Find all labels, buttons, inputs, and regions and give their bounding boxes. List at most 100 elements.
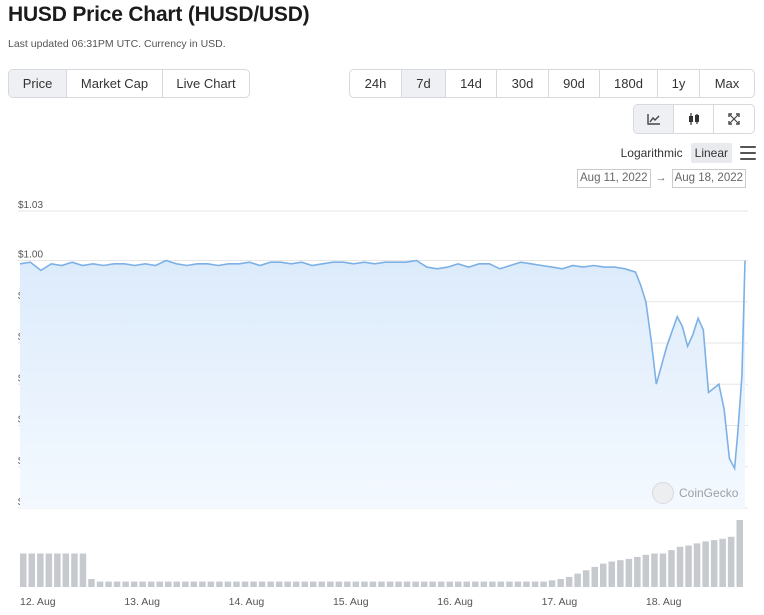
scale-toggle: Logarithmic Linear: [600, 142, 756, 164]
tab-live-chart[interactable]: Live Chart: [176, 76, 236, 91]
volume-bar: [634, 556, 641, 588]
volume-bar: [489, 581, 496, 587]
x-tick-label: 17. Aug: [542, 596, 578, 608]
x-tick-label: 14. Aug: [229, 596, 265, 608]
volume-bar: [310, 581, 317, 587]
volume-bar: [531, 581, 539, 587]
volume-bar: [727, 536, 735, 588]
volume-bar: [96, 581, 104, 587]
volume-bar: [403, 581, 411, 587]
volume-bar: [412, 581, 419, 587]
time-range-tabs: 24h 7d 14d 30d 90d 180d 1y Max: [349, 69, 755, 98]
volume-bar: [62, 553, 70, 587]
volume-bar: [702, 541, 709, 587]
volume-bar: [318, 581, 325, 587]
volume-bar: [352, 581, 360, 587]
volume-bar: [139, 581, 146, 587]
volume-bar: [506, 581, 513, 587]
volume-bar: [429, 581, 436, 587]
range-14d[interactable]: 14d: [446, 70, 497, 97]
candlestick-icon: [688, 113, 699, 125]
line-chart-icon: [646, 114, 660, 125]
y-tick-label: $1.00: [18, 250, 43, 261]
volume-bar: [395, 581, 402, 587]
volume-bar: [437, 581, 445, 587]
volume-bar: [207, 581, 215, 587]
volume-bar: [344, 581, 351, 587]
range-180d[interactable]: 180d: [600, 70, 658, 97]
tab-market-cap[interactable]: Market Cap: [67, 70, 163, 97]
volume-bar: [241, 581, 249, 587]
volume-bar: [642, 554, 650, 587]
volume-bar: [224, 581, 232, 587]
date-to-input[interactable]: Aug 18, 2022: [671, 168, 746, 188]
range-30d[interactable]: 30d: [497, 70, 549, 97]
volume-bar: [327, 581, 334, 587]
volume-bars: [20, 520, 743, 588]
volume-bar: [582, 570, 590, 588]
volume-bar: [369, 581, 377, 587]
range-24h[interactable]: 24h: [350, 70, 402, 97]
date-from-input[interactable]: Aug 11, 2022: [577, 168, 651, 188]
range-1y[interactable]: 1y: [658, 70, 700, 97]
x-axis-labels: 12. Aug 13. Aug 14. Aug 15. Aug 16. Aug 17. A…: [20, 596, 682, 608]
volume-bar: [386, 581, 394, 587]
range-7d[interactable]: 7d: [402, 70, 446, 97]
volume-bar: [625, 558, 633, 587]
volume-bar: [71, 553, 78, 587]
volume-bar: [565, 576, 573, 587]
volume-bar: [20, 553, 27, 587]
page-title: HUSD Price Chart (HUSD/USD): [8, 3, 310, 26]
volume-bar: [45, 553, 53, 587]
volume-bar: [216, 581, 223, 587]
volume-bar: [668, 550, 675, 587]
candlestick-button[interactable]: [674, 105, 714, 133]
fullscreen-button[interactable]: [714, 105, 754, 133]
tab-price[interactable]: Price: [9, 70, 67, 97]
volume-bar: [378, 581, 385, 587]
volume-bar: [335, 581, 343, 587]
volume-bar: [463, 581, 470, 587]
volume-bar: [591, 566, 598, 587]
coingecko-watermark: CoinGecko: [652, 482, 738, 504]
volume-bar: [79, 553, 87, 587]
volume-bar: [113, 581, 121, 587]
volume-bar: [676, 546, 684, 587]
coingecko-logo-icon: [652, 482, 674, 504]
scale-linear[interactable]: Linear: [690, 143, 732, 163]
volume-bar: [736, 520, 743, 587]
volume-bar: [165, 581, 172, 587]
volume-bar: [710, 540, 718, 587]
date-range: Aug 11, 2022 → Aug 18, 2022: [560, 168, 746, 188]
volume-bar: [514, 581, 522, 587]
price-area: [20, 260, 745, 508]
volume-bar: [651, 553, 658, 587]
volume-bar: [292, 581, 300, 587]
chart-style-buttons: [633, 104, 755, 134]
volume-bar: [173, 581, 180, 587]
volume-bar: [659, 553, 667, 587]
volume-bar: [199, 581, 206, 587]
range-90d[interactable]: 90d: [549, 70, 600, 97]
volume-bar: [523, 581, 530, 587]
volume-bar: [182, 581, 189, 587]
range-max[interactable]: Max: [714, 76, 740, 91]
volume-bar: [548, 580, 556, 587]
volume-bar: [275, 581, 283, 587]
volume-bar: [540, 581, 547, 587]
price-chart: $1.03$1.00$0.975000$0.950000$0.925000$0.…: [18, 200, 748, 608]
fullscreen-icon: [728, 113, 740, 125]
x-tick-label: 12. Aug: [20, 596, 56, 608]
scale-logarithmic[interactable]: Logarithmic: [620, 146, 683, 160]
line-chart-button[interactable]: [634, 105, 674, 133]
volume-bar: [147, 581, 155, 587]
volume-bar: [258, 581, 266, 587]
volume-bar: [284, 581, 291, 587]
volume-bar: [455, 581, 462, 587]
volume-bar: [472, 581, 479, 587]
volume-bar: [685, 545, 692, 587]
hamburger-menu-icon[interactable]: [740, 146, 756, 160]
date-arrow: →: [655, 172, 667, 184]
watermark-text: CoinGecko: [679, 486, 739, 500]
y-tick-label: $1.03: [18, 200, 43, 211]
